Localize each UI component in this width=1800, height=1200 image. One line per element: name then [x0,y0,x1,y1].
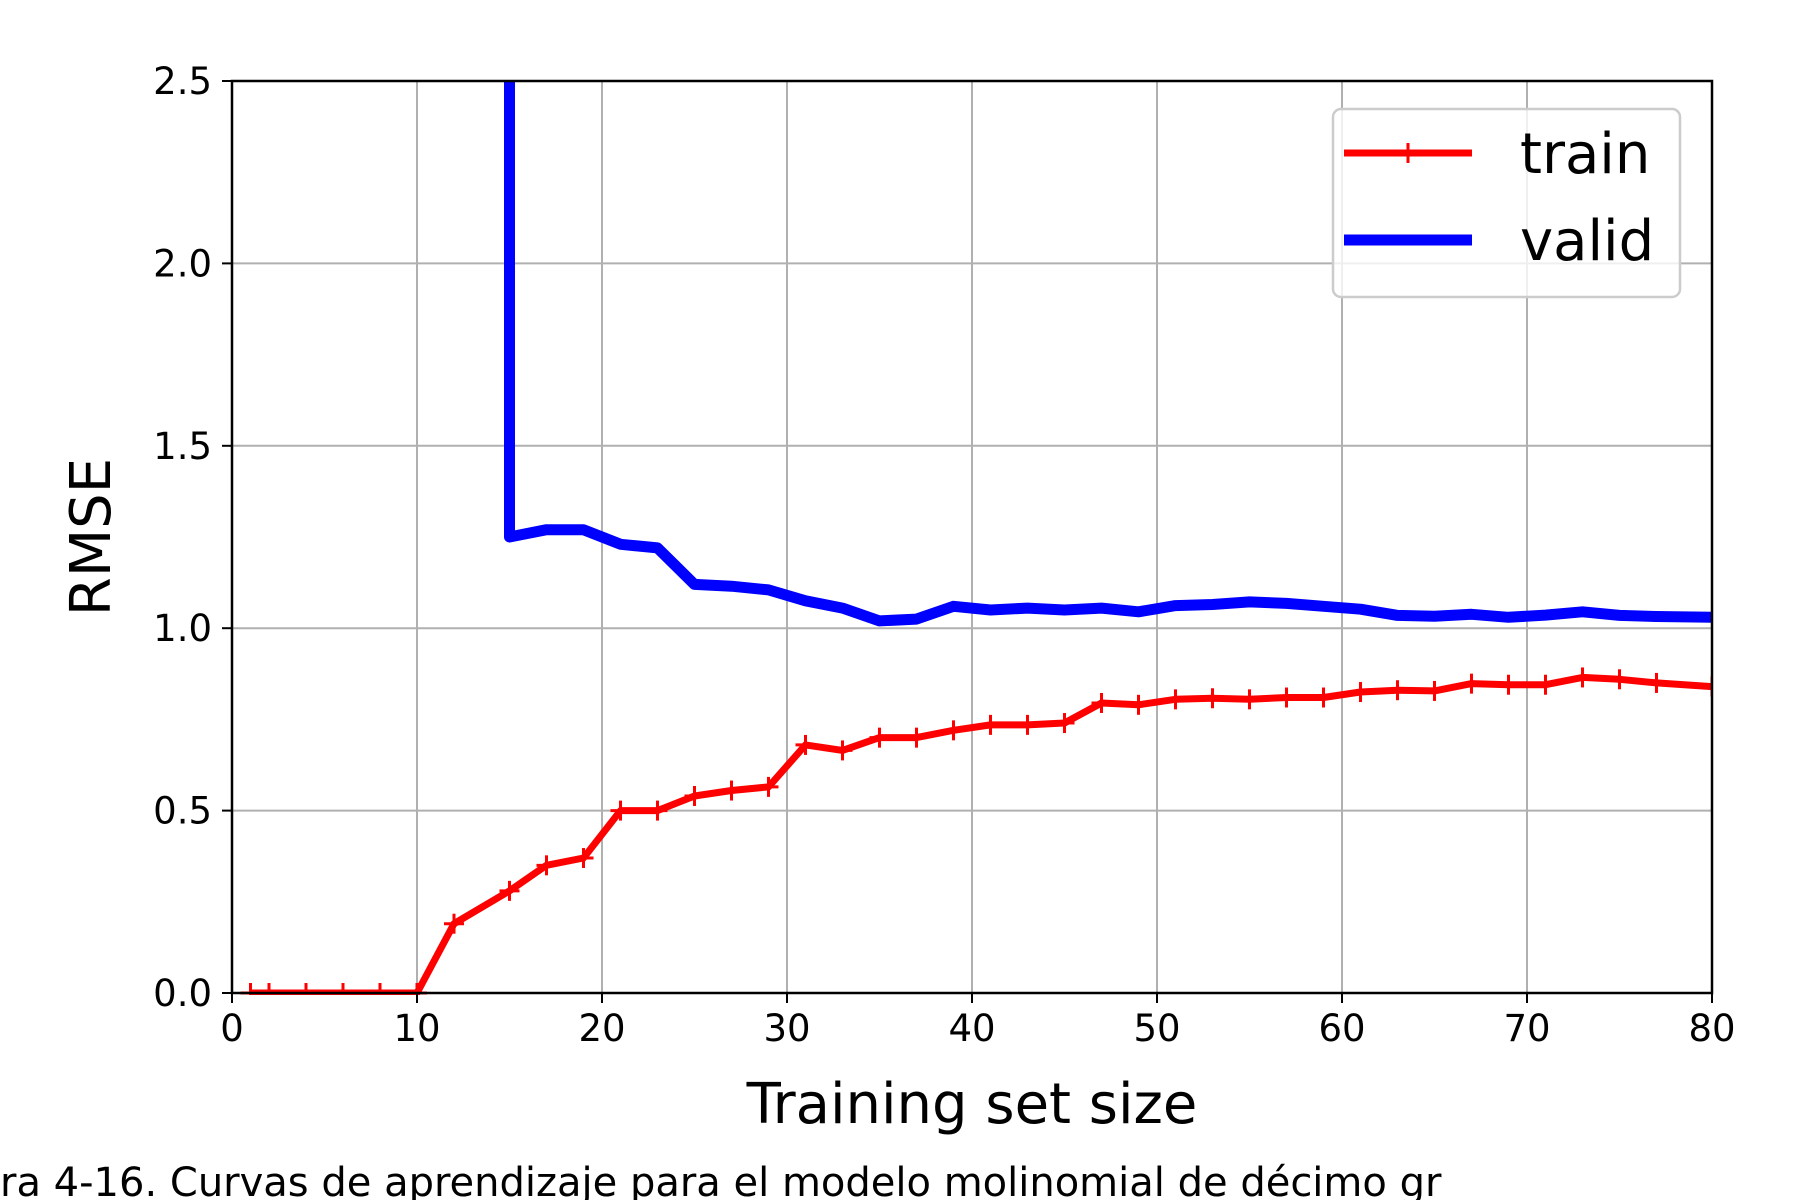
train-point [1165,689,1186,710]
x-tick-label: 10 [393,1007,440,1050]
train-point [869,727,890,748]
x-axis-title: Training set size [746,1072,1198,1137]
valid-series-line [504,81,1712,627]
train-point [1017,714,1038,735]
y-tick-label: 0.5 [153,790,212,833]
train-point [758,776,779,797]
train-point [1609,669,1630,690]
train-point [573,848,594,869]
train-point [1313,687,1334,708]
train-point [1461,673,1482,694]
train-point [721,780,742,801]
train-point [1572,667,1593,688]
legend-label: train [1520,122,1650,187]
train-point [1702,676,1712,697]
train-point [684,786,705,807]
train-point [610,800,631,821]
train-point [1387,680,1408,701]
ticks: 0 10 20 30 40 50 60 70 80 0.0 0.5 1.0 1.5 2.0 2.5 [153,60,1735,1050]
x-tick-label: 50 [1133,1007,1180,1050]
figure-caption: ra 4-16. Curvas de aprendizaje para el m… [0,1160,1442,1200]
y-tick-label: 1.5 [153,425,212,468]
y-tick-label: 1.0 [153,607,212,650]
train-point [1498,674,1519,695]
x-tick-label: 20 [578,1007,625,1050]
y-axis-title: RMSE [59,458,124,616]
train-point [499,880,520,901]
train-point [647,800,668,821]
y-tick-label: 2.5 [153,60,212,103]
train-point [1424,680,1445,701]
train-point [1535,674,1556,695]
train-point [1276,687,1297,708]
x-tick-label: 0 [220,1007,244,1050]
train-point [1091,692,1112,713]
legend-entry-valid: valid [1344,209,1654,274]
train-point [906,727,927,748]
train-point [1128,694,1149,715]
x-tick-label: 30 [763,1007,810,1050]
train-point [1350,682,1371,703]
train-point [1646,672,1667,693]
train-point [943,720,964,741]
train-point [1202,688,1223,709]
train-series-line [250,673,1712,995]
train-point [795,734,816,755]
x-tick-label: 80 [1688,1007,1735,1050]
x-tick-label: 70 [1503,1007,1550,1050]
legend-entries: train valid [1344,122,1654,274]
train-point [1054,713,1075,734]
train-point [832,740,853,761]
legend-entry-train: train [1344,122,1650,187]
legend-label: valid [1520,209,1654,274]
y-tick-label: 0.0 [153,972,212,1015]
legend: train valid [1331,107,1682,299]
y-tick-label: 2.0 [153,242,212,285]
train-point [444,913,464,934]
train-point [980,714,1001,735]
train-point [1239,689,1260,710]
train-point [536,855,557,876]
x-tick-label: 40 [948,1007,995,1050]
x-tick-label: 60 [1318,1007,1365,1050]
